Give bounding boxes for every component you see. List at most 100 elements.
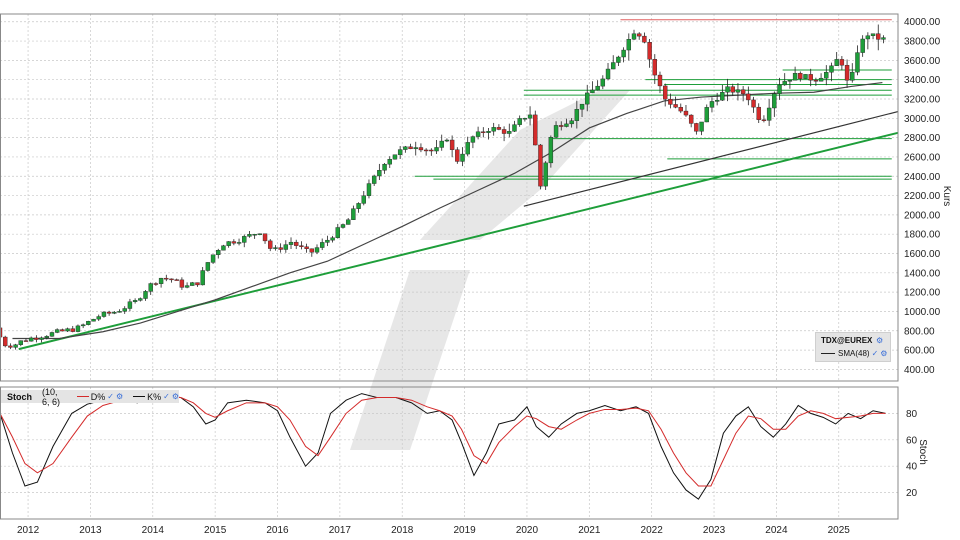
candle-up bbox=[605, 68, 611, 80]
candle-up bbox=[226, 241, 231, 246]
settings-icon[interactable]: ⚙ bbox=[880, 349, 888, 358]
candle-up bbox=[704, 107, 709, 123]
candle-up bbox=[340, 224, 346, 228]
candle-up bbox=[242, 236, 247, 243]
candle-up bbox=[792, 73, 798, 81]
year-tick-label: 2020 bbox=[516, 525, 539, 536]
candle-up bbox=[777, 84, 782, 94]
candle-up bbox=[631, 33, 637, 40]
candle-up bbox=[335, 227, 340, 238]
price-panel-frame bbox=[0, 13, 899, 382]
candle-down bbox=[8, 345, 13, 348]
check-icon[interactable]: ✓ bbox=[163, 392, 170, 401]
candle-down bbox=[559, 125, 564, 127]
candle-up bbox=[860, 38, 865, 53]
time-axis-ticks: 2012 2013 2014 2015 2016 2017 2018 2019 2020 2021… bbox=[17, 525, 850, 536]
candle-up bbox=[288, 241, 294, 245]
candle-up bbox=[621, 49, 626, 58]
candle-down bbox=[652, 59, 657, 76]
candle-up bbox=[377, 170, 382, 177]
candle-down bbox=[106, 311, 112, 314]
candle-up bbox=[834, 59, 839, 67]
candle-up bbox=[574, 109, 580, 121]
price-tick-label: 3800.00 bbox=[904, 37, 941, 48]
candle-down bbox=[746, 93, 751, 101]
candle-up bbox=[356, 203, 361, 209]
sma-line bbox=[12, 81, 883, 340]
candle-up bbox=[190, 282, 195, 286]
settings-icon[interactable]: ⚙ bbox=[115, 392, 124, 401]
candle-up bbox=[590, 89, 595, 94]
candle-up bbox=[86, 321, 91, 325]
candle-up bbox=[460, 153, 465, 162]
year-tick-label: 2017 bbox=[329, 525, 352, 536]
candle-down bbox=[761, 119, 767, 121]
candle-up bbox=[122, 308, 127, 312]
candle-up bbox=[314, 247, 320, 253]
candle-up bbox=[200, 270, 205, 286]
check-icon[interactable]: ✓ bbox=[107, 392, 114, 401]
candle-down bbox=[309, 248, 315, 253]
candle-down bbox=[496, 127, 502, 130]
price-tick-label: 2000.00 bbox=[904, 210, 941, 221]
year-tick-label: 2013 bbox=[79, 525, 102, 536]
price-tick-label: 4000.00 bbox=[904, 17, 941, 28]
candle-down bbox=[538, 144, 543, 187]
candle-down bbox=[501, 129, 507, 134]
candle-up bbox=[345, 219, 351, 225]
candle-down bbox=[740, 89, 746, 95]
check-icon[interactable]: ✓ bbox=[871, 349, 879, 358]
candle-up bbox=[439, 140, 444, 148]
chart-legend[interactable]: TDX@EUREX ⚙ SMA(48) ✓ ⚙ bbox=[815, 332, 891, 362]
candle-up bbox=[548, 137, 554, 164]
candle-down bbox=[429, 149, 434, 152]
candle-down bbox=[688, 114, 694, 124]
candle-up bbox=[766, 107, 772, 121]
settings-icon[interactable]: ⚙ bbox=[171, 392, 179, 401]
price-tick-label: 3600.00 bbox=[904, 56, 941, 67]
year-tick-label: 2022 bbox=[641, 525, 664, 536]
stoch-name: Stoch bbox=[7, 391, 33, 402]
price-tick-label: 3200.00 bbox=[904, 94, 941, 105]
price-tick-label: 2800.00 bbox=[904, 133, 941, 144]
price-grid bbox=[0, 14, 898, 381]
candle-up bbox=[13, 344, 18, 348]
price-tick-label: 3400.00 bbox=[904, 75, 941, 86]
candle-up bbox=[216, 250, 221, 255]
candle-up bbox=[371, 175, 377, 184]
candle-down bbox=[637, 33, 642, 37]
candle-up bbox=[829, 65, 834, 73]
year-tick-label: 2024 bbox=[765, 525, 788, 536]
candle-up bbox=[709, 101, 715, 108]
candle-up bbox=[865, 35, 871, 40]
candle-up bbox=[444, 139, 450, 142]
candle-up bbox=[397, 149, 403, 155]
settings-icon[interactable]: ⚙ bbox=[876, 336, 884, 345]
stoch-header[interactable]: Stoch (10, 6, 6) D% ✓ ⚙ K% ✓ ⚙ bbox=[1, 387, 179, 407]
price-tick-label: 3000.00 bbox=[904, 114, 941, 125]
year-tick-label: 2016 bbox=[266, 525, 289, 536]
candlestick-series bbox=[0, 24, 886, 350]
candle-down bbox=[730, 86, 735, 93]
price-tick-label: 1000.00 bbox=[904, 307, 941, 318]
candle-up bbox=[714, 99, 720, 102]
candle-down bbox=[694, 123, 699, 132]
candle-up bbox=[96, 316, 101, 320]
candle-up bbox=[553, 125, 559, 138]
candle-up bbox=[283, 244, 289, 250]
candle-up bbox=[855, 52, 860, 73]
candle-up bbox=[517, 118, 522, 125]
candle-up bbox=[543, 162, 548, 187]
candle-down bbox=[268, 240, 273, 249]
candle-down bbox=[304, 246, 309, 249]
candle-up bbox=[772, 93, 777, 109]
price-tick-label: 2600.00 bbox=[904, 152, 941, 163]
price-tick-label: 1200.00 bbox=[904, 288, 941, 299]
candle-down bbox=[839, 59, 845, 66]
candle-up bbox=[366, 183, 372, 196]
candle-down bbox=[449, 139, 455, 150]
year-tick-label: 2023 bbox=[703, 525, 726, 536]
candle-down bbox=[813, 79, 819, 82]
candle-up bbox=[626, 39, 632, 51]
stoch-d-label: D% bbox=[90, 391, 106, 402]
